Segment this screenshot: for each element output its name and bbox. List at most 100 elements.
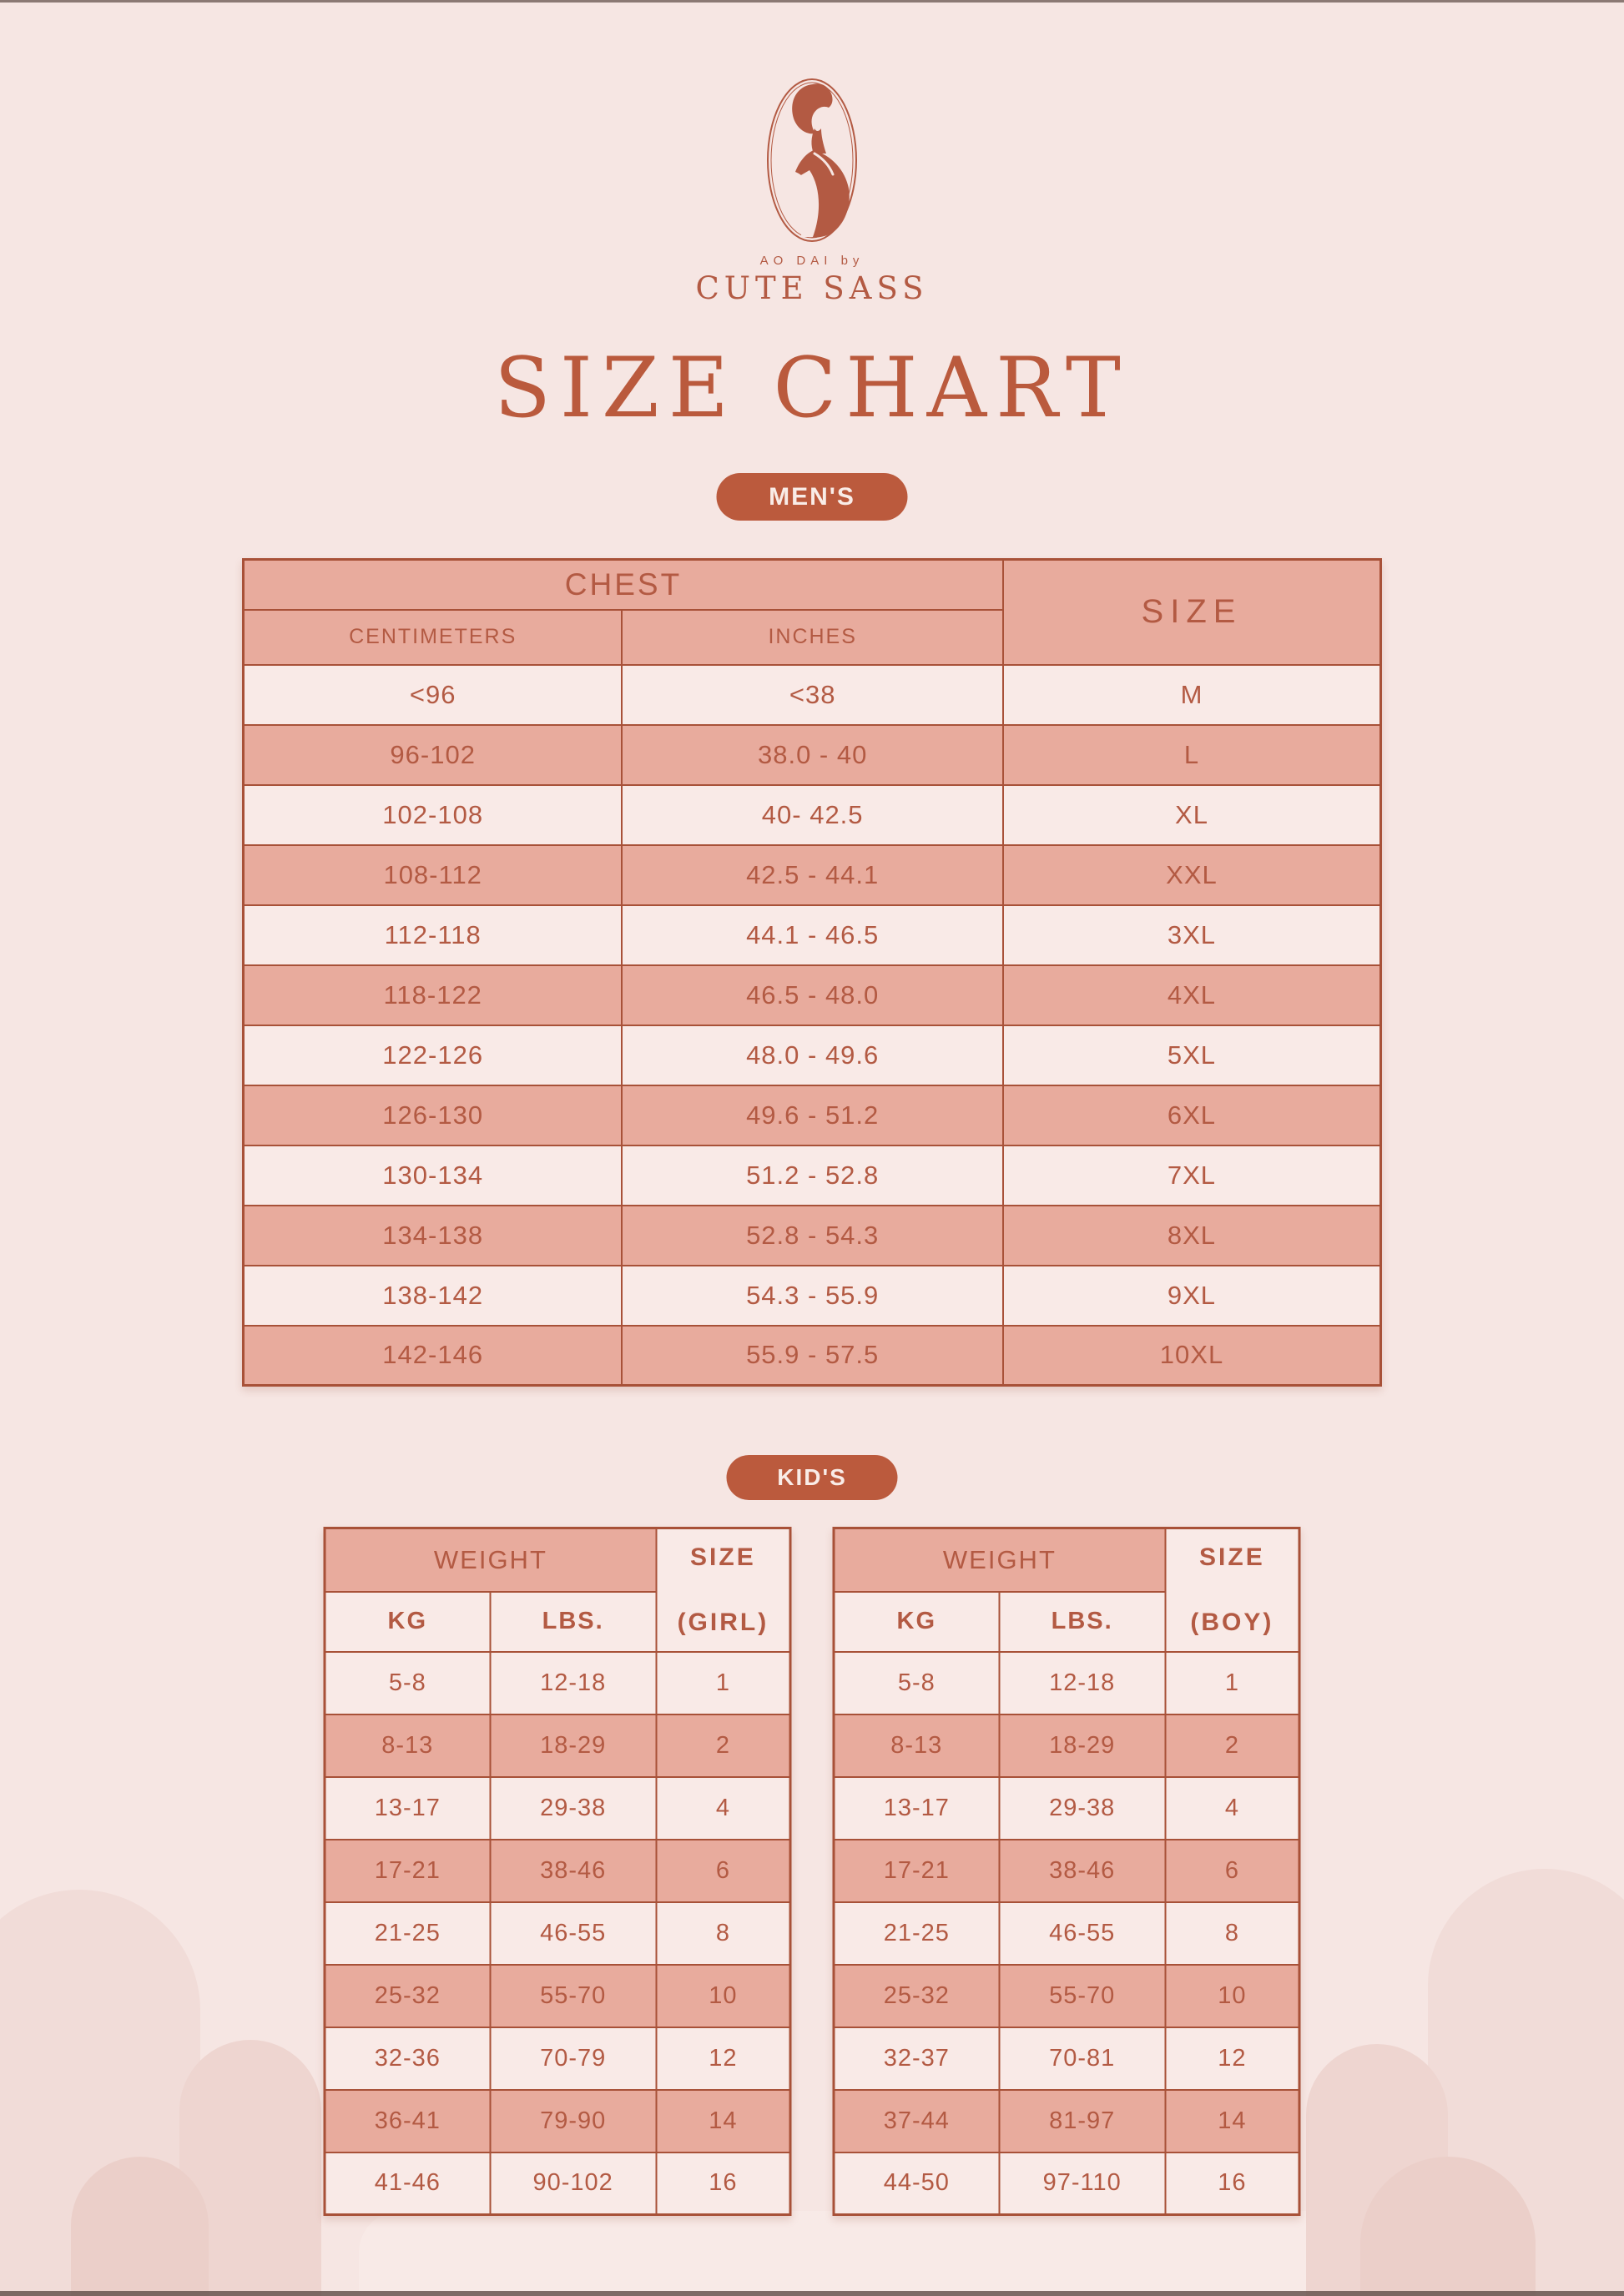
table-row: 17-21 38-46 6: [323, 1838, 791, 1903]
table-cell: 13-17: [832, 1775, 1001, 1840]
girls-size-label: SIZE: [690, 1543, 756, 1571]
table-cell: 55-70: [489, 1963, 658, 2028]
boys-size-table: WEIGHT SIZE (BOY) KG LBS. 5-8 12-18 1 8-13 1…: [832, 1527, 1301, 2216]
table-row: 96-102 38.0 - 40 L: [242, 723, 1382, 786]
table-cell: 36-41: [323, 2088, 492, 2153]
table-cell: 70-81: [998, 2026, 1167, 2091]
table-cell: 90-102: [489, 2151, 658, 2216]
table-cell: 3XL: [1001, 904, 1382, 966]
table-cell: 29-38: [998, 1775, 1167, 1840]
table-cell: 16: [1164, 2151, 1300, 2216]
table-cell: 14: [655, 2088, 791, 2153]
table-row: 8-13 18-29 2: [323, 1713, 791, 1778]
table-cell: 118-122: [242, 964, 623, 1026]
table-cell: 134-138: [242, 1204, 623, 1266]
table-cell: 10XL: [1001, 1324, 1382, 1387]
table-row: 134-138 52.8 - 54.3 8XL: [242, 1204, 1382, 1266]
table-cell: 5XL: [1001, 1024, 1382, 1086]
bottom-center-band: [359, 2211, 1394, 2296]
table-cell: 142-146: [242, 1324, 623, 1387]
table-row: 25-32 55-70 10: [323, 1963, 791, 2028]
arch-decoration: [71, 2157, 209, 2296]
table-cell: 18-29: [998, 1713, 1167, 1778]
table-cell: 102-108: [242, 783, 623, 846]
table-cell: 12-18: [489, 1650, 658, 1715]
table-row: 37-44 81-97 14: [832, 2088, 1300, 2153]
page-bottom-edge: [0, 2291, 1624, 2296]
table-row: <96 <38 M: [242, 663, 1382, 726]
boys-lbs-header: LBS.: [998, 1590, 1167, 1653]
table-cell: 29-38: [489, 1775, 658, 1840]
table-cell: 5-8: [323, 1650, 492, 1715]
table-cell: 32-37: [832, 2026, 1001, 2091]
table-cell: 48.0 - 49.6: [621, 1024, 1004, 1086]
table-cell: 38-46: [489, 1838, 658, 1903]
table-cell: 6XL: [1001, 1084, 1382, 1146]
table-cell: 25-32: [832, 1963, 1001, 2028]
table-row: 17-21 38-46 6: [832, 1838, 1300, 1903]
table-cell: 1: [1164, 1650, 1300, 1715]
table-cell: 130-134: [242, 1144, 623, 1206]
table-cell: 12-18: [998, 1650, 1167, 1715]
table-cell: 32-36: [323, 2026, 492, 2091]
table-cell: 108-112: [242, 843, 623, 906]
table-cell: 2: [655, 1713, 791, 1778]
table-cell: M: [1001, 663, 1382, 726]
table-row: 130-134 51.2 - 52.8 7XL: [242, 1144, 1382, 1206]
table-cell: L: [1001, 723, 1382, 786]
table-cell: 21-25: [832, 1901, 1001, 1966]
table-cell: 52.8 - 54.3: [621, 1204, 1004, 1266]
table-cell: 8-13: [323, 1713, 492, 1778]
table-row: 36-41 79-90 14: [323, 2088, 791, 2153]
table-cell: 7XL: [1001, 1144, 1382, 1206]
table-cell: 97-110: [998, 2151, 1167, 2216]
table-cell: XXL: [1001, 843, 1382, 906]
boys-kg-header: KG: [832, 1590, 1001, 1653]
table-cell: 12: [655, 2026, 791, 2091]
boys-size-header: SIZE (BOY): [1164, 1527, 1300, 1653]
table-row: 32-36 70-79 12: [323, 2026, 791, 2091]
brand-name: CUTE SASS: [695, 270, 929, 306]
table-cell: 4XL: [1001, 964, 1382, 1026]
table-cell: 38-46: [998, 1838, 1167, 1903]
table-cell: <38: [621, 663, 1004, 726]
table-cell: 8: [655, 1901, 791, 1966]
table-cell: 9XL: [1001, 1264, 1382, 1327]
table-cell: 70-79: [489, 2026, 658, 2091]
table-cell: 79-90: [489, 2088, 658, 2153]
table-cell: 49.6 - 51.2: [621, 1084, 1004, 1146]
table-cell: 38.0 - 40: [621, 723, 1004, 786]
table-cell: 18-29: [489, 1713, 658, 1778]
arch-decoration: [1360, 2157, 1536, 2296]
table-row: 21-25 46-55 8: [323, 1901, 791, 1966]
mens-size-table: CHEST SIZE CENTIMETERS INCHES <96 <38 M 96-…: [242, 558, 1382, 1387]
table-cell: 17-21: [323, 1838, 492, 1903]
boys-size-sublabel: (BOY): [1190, 1608, 1274, 1636]
table-row: 122-126 48.0 - 49.6 5XL: [242, 1024, 1382, 1086]
mens-centimeters-header: CENTIMETERS: [242, 608, 623, 666]
table-cell: 112-118: [242, 904, 623, 966]
table-cell: 10: [1164, 1963, 1300, 2028]
table-row: 5-8 12-18 1: [832, 1650, 1300, 1715]
page-title: SIZE CHART: [494, 340, 1130, 436]
table-cell: 42.5 - 44.1: [621, 843, 1004, 906]
table-cell: 16: [655, 2151, 791, 2216]
table-row: 32-37 70-81 12: [832, 2026, 1300, 2091]
table-row: 126-130 49.6 - 51.2 6XL: [242, 1084, 1382, 1146]
table-cell: 21-25: [323, 1901, 492, 1966]
table-cell: 5-8: [832, 1650, 1001, 1715]
table-row: 5-8 12-18 1: [323, 1650, 791, 1715]
table-cell: 138-142: [242, 1264, 623, 1327]
table-cell: 37-44: [832, 2088, 1001, 2153]
brand-logo: [766, 77, 858, 248]
table-cell: 44-50: [832, 2151, 1001, 2216]
table-cell: 44.1 - 46.5: [621, 904, 1004, 966]
kids-tables: WEIGHT SIZE (GIRL) KG LBS. 5-8 12-18 1 8-13…: [323, 1527, 1301, 2216]
table-cell: 46-55: [998, 1901, 1167, 1966]
girls-lbs-header: LBS.: [489, 1590, 658, 1653]
table-row: 102-108 40- 42.5 XL: [242, 783, 1382, 846]
boys-size-label: SIZE: [1199, 1543, 1265, 1571]
table-cell: 4: [1164, 1775, 1300, 1840]
table-cell: 81-97: [998, 2088, 1167, 2153]
table-row: 41-46 90-102 16: [323, 2151, 791, 2216]
